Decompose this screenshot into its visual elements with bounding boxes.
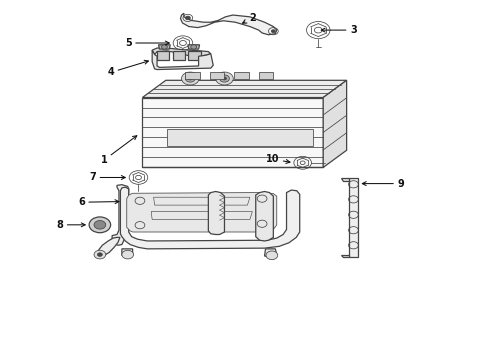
Polygon shape xyxy=(143,80,346,98)
Text: 2: 2 xyxy=(243,13,256,23)
Polygon shape xyxy=(180,13,277,35)
Polygon shape xyxy=(188,45,199,49)
Circle shape xyxy=(216,72,233,85)
Circle shape xyxy=(98,253,102,256)
Circle shape xyxy=(122,250,134,259)
Polygon shape xyxy=(259,72,273,79)
Text: 9: 9 xyxy=(362,179,404,189)
Polygon shape xyxy=(121,187,300,249)
Circle shape xyxy=(161,45,167,49)
Circle shape xyxy=(94,221,106,229)
Polygon shape xyxy=(112,185,129,245)
Text: 4: 4 xyxy=(107,60,148,77)
Polygon shape xyxy=(152,50,213,69)
Text: 7: 7 xyxy=(89,172,125,183)
Text: 1: 1 xyxy=(100,136,137,165)
Circle shape xyxy=(271,30,275,33)
Polygon shape xyxy=(341,178,348,181)
Polygon shape xyxy=(152,48,211,56)
Polygon shape xyxy=(185,72,200,79)
Circle shape xyxy=(185,75,195,82)
Circle shape xyxy=(191,45,196,49)
Polygon shape xyxy=(188,51,200,60)
Circle shape xyxy=(89,217,111,233)
Text: 8: 8 xyxy=(56,220,85,230)
Text: 3: 3 xyxy=(321,25,357,35)
Polygon shape xyxy=(265,249,277,257)
Circle shape xyxy=(220,75,229,82)
Polygon shape xyxy=(208,192,224,234)
Text: 10: 10 xyxy=(266,154,290,164)
Polygon shape xyxy=(122,249,133,256)
Text: 5: 5 xyxy=(125,38,169,48)
Polygon shape xyxy=(167,129,314,147)
Polygon shape xyxy=(157,51,169,60)
Circle shape xyxy=(266,251,278,260)
Circle shape xyxy=(94,250,106,259)
Polygon shape xyxy=(159,45,170,49)
Circle shape xyxy=(222,77,226,80)
Polygon shape xyxy=(348,178,358,257)
Circle shape xyxy=(181,72,199,85)
Polygon shape xyxy=(143,98,323,167)
Text: 6: 6 xyxy=(78,197,119,207)
Circle shape xyxy=(185,16,190,20)
Polygon shape xyxy=(210,72,224,79)
Polygon shape xyxy=(323,80,346,167)
Polygon shape xyxy=(98,237,120,256)
Circle shape xyxy=(188,77,192,80)
Polygon shape xyxy=(127,193,277,232)
Polygon shape xyxy=(172,51,185,60)
Polygon shape xyxy=(341,255,348,257)
Polygon shape xyxy=(234,72,249,79)
Polygon shape xyxy=(256,192,273,241)
